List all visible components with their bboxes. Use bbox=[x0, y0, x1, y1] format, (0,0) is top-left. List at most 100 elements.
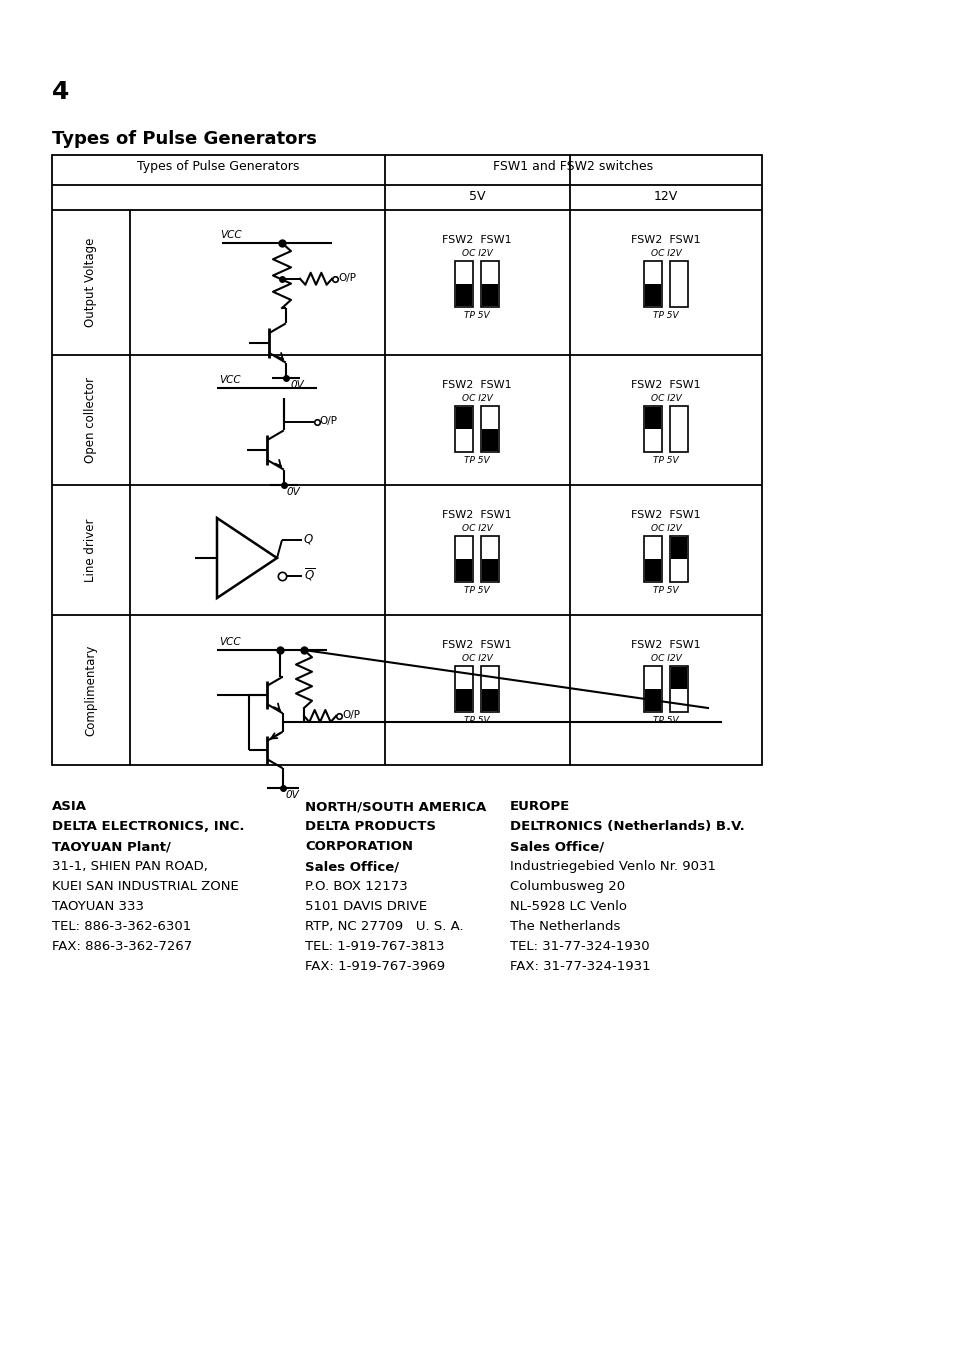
Text: 0V: 0V bbox=[287, 486, 300, 497]
Bar bbox=[455, 666, 473, 711]
Bar bbox=[669, 261, 687, 306]
Bar bbox=[643, 406, 661, 452]
Text: OC I2V: OC I2V bbox=[650, 524, 680, 533]
Bar bbox=[456, 284, 472, 306]
Bar bbox=[644, 559, 660, 580]
Bar bbox=[644, 688, 660, 711]
Text: EUROPE: EUROPE bbox=[510, 801, 570, 813]
Text: Sales Office/: Sales Office/ bbox=[305, 860, 398, 873]
Bar bbox=[52, 155, 761, 765]
Text: VCC: VCC bbox=[219, 375, 240, 385]
Text: Types of Pulse Generators: Types of Pulse Generators bbox=[136, 161, 299, 173]
Bar bbox=[644, 406, 660, 429]
Bar bbox=[480, 261, 498, 306]
Text: TEL: 31-77-324-1930: TEL: 31-77-324-1930 bbox=[510, 940, 649, 953]
Text: O/P: O/P bbox=[341, 710, 359, 720]
Text: DELTA ELECTRONICS, INC.: DELTA ELECTRONICS, INC. bbox=[52, 819, 244, 833]
Text: Industriegebied Venlo Nr. 9031: Industriegebied Venlo Nr. 9031 bbox=[510, 860, 716, 873]
Text: NORTH/SOUTH AMERICA: NORTH/SOUTH AMERICA bbox=[305, 801, 486, 813]
Text: OC I2V: OC I2V bbox=[650, 653, 680, 663]
Text: FSW2  FSW1: FSW2 FSW1 bbox=[631, 640, 700, 649]
Text: FAX: 886-3-362-7267: FAX: 886-3-362-7267 bbox=[52, 940, 193, 953]
Text: O/P: O/P bbox=[319, 416, 337, 427]
Text: TP 5V: TP 5V bbox=[464, 456, 489, 464]
Text: TEL: 886-3-362-6301: TEL: 886-3-362-6301 bbox=[52, 919, 191, 933]
Text: TP 5V: TP 5V bbox=[464, 586, 489, 595]
Bar bbox=[643, 536, 661, 582]
Text: TP 5V: TP 5V bbox=[464, 310, 489, 320]
Text: 31-1, SHIEN PAN ROAD,: 31-1, SHIEN PAN ROAD, bbox=[52, 860, 208, 873]
Text: NL-5928 LC Venlo: NL-5928 LC Venlo bbox=[510, 900, 626, 913]
Text: CORPORATION: CORPORATION bbox=[305, 840, 413, 853]
Text: TP 5V: TP 5V bbox=[653, 586, 679, 595]
Bar bbox=[670, 667, 686, 688]
Bar bbox=[481, 429, 497, 451]
Text: RTP, NC 27709   U. S. A.: RTP, NC 27709 U. S. A. bbox=[305, 919, 463, 933]
Text: Complimentary: Complimentary bbox=[85, 644, 97, 736]
Bar bbox=[644, 284, 660, 306]
Text: FAX: 31-77-324-1931: FAX: 31-77-324-1931 bbox=[510, 960, 650, 973]
Text: 12V: 12V bbox=[653, 190, 678, 202]
Text: Open collector: Open collector bbox=[85, 377, 97, 463]
Text: FSW2  FSW1: FSW2 FSW1 bbox=[631, 379, 700, 390]
Text: Types of Pulse Generators: Types of Pulse Generators bbox=[52, 130, 316, 148]
Bar bbox=[456, 559, 472, 580]
Bar bbox=[481, 284, 497, 306]
Text: The Netherlands: The Netherlands bbox=[510, 919, 619, 933]
Bar bbox=[480, 666, 498, 711]
Text: TP 5V: TP 5V bbox=[653, 456, 679, 464]
Text: Output Voltage: Output Voltage bbox=[85, 238, 97, 327]
Text: OC I2V: OC I2V bbox=[461, 524, 492, 533]
Text: FSW2  FSW1: FSW2 FSW1 bbox=[442, 235, 511, 244]
Text: DELTA PRODUCTS: DELTA PRODUCTS bbox=[305, 819, 436, 833]
Bar bbox=[480, 406, 498, 452]
Text: FSW1 and FSW2 switches: FSW1 and FSW2 switches bbox=[493, 161, 653, 173]
Text: 0V: 0V bbox=[291, 379, 304, 390]
Text: 5101 DAVIS DRIVE: 5101 DAVIS DRIVE bbox=[305, 900, 427, 913]
Text: TAOYUAN 333: TAOYUAN 333 bbox=[52, 900, 144, 913]
Bar bbox=[669, 536, 687, 582]
Text: TP 5V: TP 5V bbox=[653, 310, 679, 320]
Bar bbox=[480, 536, 498, 582]
Bar bbox=[455, 261, 473, 306]
Text: TAOYUAN Plant/: TAOYUAN Plant/ bbox=[52, 840, 171, 853]
Bar bbox=[456, 406, 472, 429]
Text: O/P: O/P bbox=[337, 273, 355, 282]
Text: Sales Office/: Sales Office/ bbox=[510, 840, 603, 853]
Text: FSW2  FSW1: FSW2 FSW1 bbox=[442, 510, 511, 520]
Text: FSW2  FSW1: FSW2 FSW1 bbox=[631, 510, 700, 520]
Text: OC I2V: OC I2V bbox=[461, 653, 492, 663]
Text: 5V: 5V bbox=[468, 190, 485, 202]
Text: TP 5V: TP 5V bbox=[464, 716, 489, 725]
Text: Columbusweg 20: Columbusweg 20 bbox=[510, 880, 624, 892]
Bar bbox=[643, 261, 661, 306]
Text: FSW2  FSW1: FSW2 FSW1 bbox=[442, 640, 511, 649]
Text: 4: 4 bbox=[52, 80, 70, 104]
Text: FAX: 1-919-767-3969: FAX: 1-919-767-3969 bbox=[305, 960, 445, 973]
Text: Q: Q bbox=[304, 532, 313, 545]
Text: 0V: 0V bbox=[285, 790, 299, 801]
Text: FSW2  FSW1: FSW2 FSW1 bbox=[442, 379, 511, 390]
Bar bbox=[643, 666, 661, 711]
Bar bbox=[670, 537, 686, 559]
Bar bbox=[455, 536, 473, 582]
Text: VCC: VCC bbox=[219, 637, 240, 647]
Bar bbox=[669, 406, 687, 452]
Text: KUEI SAN INDUSTRIAL ZONE: KUEI SAN INDUSTRIAL ZONE bbox=[52, 880, 238, 892]
Text: OC I2V: OC I2V bbox=[461, 394, 492, 404]
Text: TEL: 1-919-767-3813: TEL: 1-919-767-3813 bbox=[305, 940, 444, 953]
Text: TP 5V: TP 5V bbox=[653, 716, 679, 725]
Bar bbox=[481, 688, 497, 711]
Text: DELTRONICS (Netherlands) B.V.: DELTRONICS (Netherlands) B.V. bbox=[510, 819, 744, 833]
Bar bbox=[481, 559, 497, 580]
Text: FSW2  FSW1: FSW2 FSW1 bbox=[631, 235, 700, 244]
Text: OC I2V: OC I2V bbox=[461, 248, 492, 258]
Text: OC I2V: OC I2V bbox=[650, 394, 680, 404]
Text: ASIA: ASIA bbox=[52, 801, 87, 813]
Bar bbox=[455, 406, 473, 452]
Text: $\overline{Q}$: $\overline{Q}$ bbox=[304, 567, 314, 583]
Bar bbox=[669, 666, 687, 711]
Text: OC I2V: OC I2V bbox=[650, 248, 680, 258]
Text: VCC: VCC bbox=[220, 230, 241, 240]
Text: P.O. BOX 12173: P.O. BOX 12173 bbox=[305, 880, 407, 892]
